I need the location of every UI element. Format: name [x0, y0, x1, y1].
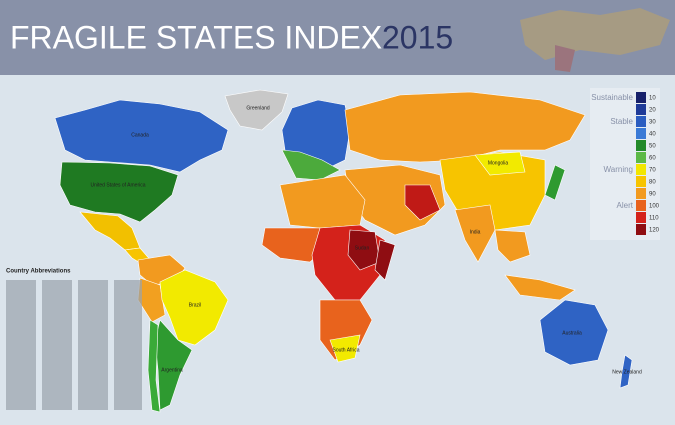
legend-swatch: [636, 176, 646, 187]
world-map: [54, 89, 633, 413]
legend-swatch: [636, 140, 646, 151]
legend-swatch: [636, 116, 646, 127]
brazil: [159, 269, 229, 346]
usa: [59, 161, 179, 223]
legend-group-label: Warning: [604, 165, 634, 174]
country-label: Brazil: [189, 302, 202, 308]
title-year: 2015: [382, 19, 453, 55]
russia: [344, 91, 586, 163]
australia: [539, 299, 609, 366]
legend-value: 100: [649, 204, 660, 210]
country-label: India: [470, 229, 481, 235]
europe-south: [281, 149, 341, 181]
new-zealand: [619, 354, 633, 389]
afghanistan-pakistan: [404, 184, 441, 221]
country-label: Mongolia: [488, 160, 509, 166]
legend-value: 40: [649, 132, 656, 138]
legend-value: 80: [649, 180, 656, 186]
japan: [544, 164, 566, 201]
legend-group-label: Alert: [617, 201, 634, 210]
country-label: United States of America: [90, 182, 145, 188]
legend-value: 10: [649, 96, 656, 102]
legend: 10 20 30 40 50 60 70 80 90 100 110 120 Sustainable St…: [590, 88, 660, 240]
legend-background: [590, 88, 660, 240]
abbreviations-list: [6, 280, 142, 410]
legend-value: 30: [649, 120, 656, 126]
abbreviations-heading: Country Abbreviations: [6, 269, 71, 275]
legend-swatch: [636, 128, 646, 139]
chile: [147, 319, 161, 413]
legend-value: 70: [649, 168, 656, 174]
southeast-asia: [494, 229, 531, 263]
greenland: [224, 89, 289, 131]
title: FRAGILE STATES INDEX: [10, 19, 382, 55]
indonesia: [504, 274, 576, 301]
legend-swatch: [636, 188, 646, 199]
legend-swatch: [636, 224, 646, 235]
abbreviations-panel: Country Abbreviations: [6, 269, 142, 410]
legend-value: 90: [649, 192, 656, 198]
canada: [54, 99, 229, 173]
country-label: New Zealand: [612, 369, 642, 375]
legend-swatch: [636, 164, 646, 175]
somalia: [374, 239, 396, 281]
legend-group-label: Sustainable: [591, 93, 633, 102]
south-africa: [329, 334, 361, 363]
map-labels: Greenland Canada United States of America B…: [90, 105, 641, 375]
legend-swatch: [636, 152, 646, 163]
legend-value: 20: [649, 108, 656, 114]
legend-swatch: [636, 200, 646, 211]
legend-swatch: [636, 212, 646, 223]
india: [454, 204, 496, 263]
legend-swatch: [636, 104, 646, 115]
legend-swatch: [636, 92, 646, 103]
legend-value: 120: [649, 228, 660, 234]
legend-value: 50: [649, 144, 656, 150]
country-label: Sudan: [355, 245, 370, 251]
country-label: Australia: [562, 330, 582, 336]
country-label: Argentina: [161, 367, 183, 373]
country-label: South Africa: [333, 347, 360, 353]
header-world-decoration: [520, 8, 670, 72]
header-band: [0, 0, 675, 75]
mongolia: [474, 151, 526, 176]
legend-value: 60: [649, 156, 656, 162]
legend-value: 110: [649, 216, 659, 222]
country-label: Canada: [131, 132, 149, 138]
sudan: [347, 229, 381, 271]
country-label: Greenland: [246, 105, 270, 111]
legend-group-label: Stable: [610, 117, 633, 126]
